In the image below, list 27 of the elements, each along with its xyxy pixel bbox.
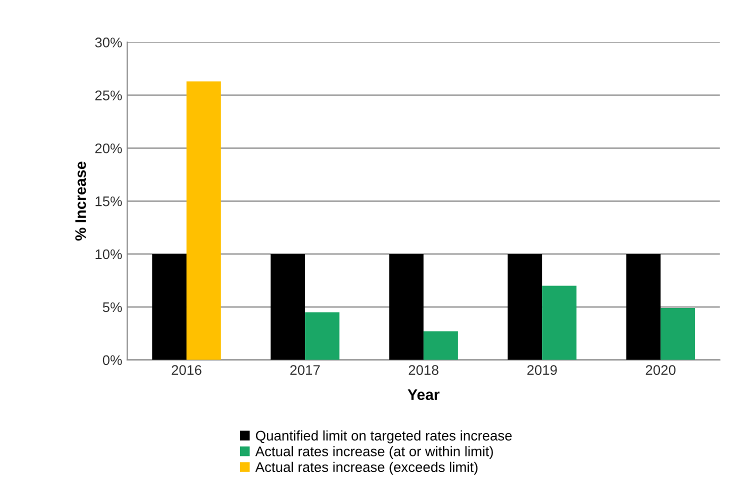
x-tick-label: 2018 [408, 365, 438, 375]
y-tick-label: 25% [95, 90, 122, 100]
y-tick-label: 15% [96, 196, 122, 206]
bar [389, 254, 424, 360]
bar [660, 308, 695, 360]
bar [270, 254, 306, 360]
y-tick-label: 5% [102, 302, 122, 312]
bar [542, 286, 576, 360]
bar [626, 254, 661, 360]
x-tick-label: 2017 [290, 365, 320, 375]
x-tick-label: 2016 [172, 365, 202, 375]
y-tick-label: 0% [102, 355, 122, 366]
x-axis-title: Year [408, 389, 440, 400]
legend-label: Actual rates increase (exceeds limit) [255, 462, 478, 475]
y-tick-label: 30% [95, 38, 122, 48]
bar [424, 331, 458, 360]
y-tick-label: 20% [95, 143, 122, 154]
bar [508, 254, 542, 360]
legend-label: Actual rates increase (at or within limit) [255, 446, 493, 460]
bar [152, 254, 187, 360]
legend-label: Quantified limit on targeted rates increase [256, 430, 512, 444]
x-tick-label: 2020 [646, 365, 676, 375]
bar [305, 312, 340, 360]
x-tick-label: 2019 [527, 365, 557, 375]
bar [186, 81, 221, 360]
y-tick-label: 10% [96, 249, 122, 260]
y-axis-title: % Increase [75, 162, 86, 241]
